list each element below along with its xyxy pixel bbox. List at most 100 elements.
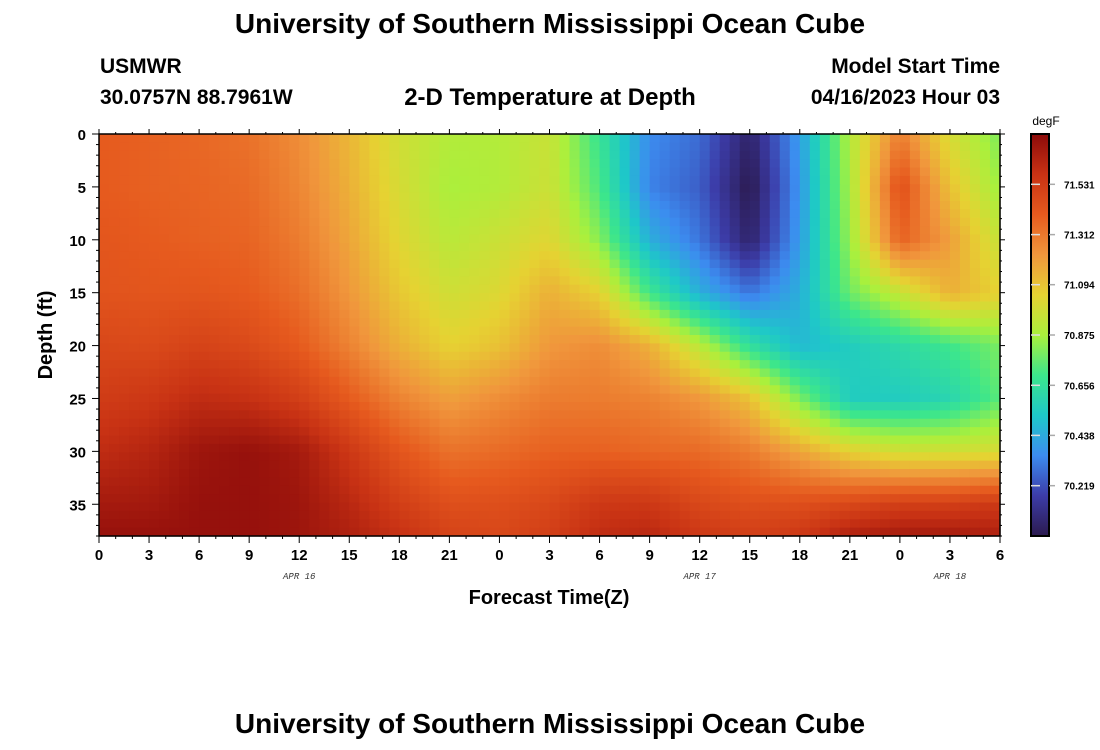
heatmap-cell [379, 175, 390, 185]
heatmap-cell [339, 251, 350, 261]
heatmap-cell [859, 494, 871, 504]
heatmap-cell [429, 460, 440, 470]
heatmap-cell [529, 134, 541, 143]
heatmap-cell [729, 351, 741, 361]
heatmap-cell [169, 418, 180, 428]
heatmap-cell [649, 410, 661, 420]
heatmap-cell [869, 150, 881, 160]
heatmap-cell [219, 418, 230, 428]
heatmap-cell [149, 301, 160, 311]
heatmap-cell [449, 351, 460, 361]
heatmap-cell [859, 510, 871, 520]
heatmap-cell [679, 527, 691, 537]
heatmap-cell [659, 519, 671, 529]
heatmap-cell [969, 201, 981, 210]
heatmap-cell [859, 234, 871, 244]
heatmap-cell [759, 301, 771, 311]
heatmap-cell [289, 259, 300, 269]
heatmap-cell [169, 469, 180, 478]
heatmap-cell [769, 167, 781, 177]
heatmap-cell [659, 477, 671, 487]
heatmap-cell [559, 343, 571, 353]
heatmap-cell [249, 527, 260, 537]
heatmap-cell [329, 326, 340, 336]
heatmap-cell [429, 301, 440, 311]
heatmap-cell [709, 477, 721, 487]
heatmap-cell [509, 418, 521, 428]
heatmap-cell [349, 226, 360, 236]
heatmap-cell [509, 251, 521, 261]
heatmap-cell [159, 393, 170, 403]
heatmap-cell [429, 159, 440, 169]
heatmap-cell [279, 368, 290, 378]
heatmap-cell [299, 284, 310, 294]
heatmap-cell [239, 402, 250, 411]
heatmap-cell [839, 368, 851, 378]
heatmap-cell [859, 368, 871, 378]
heatmap-cell [99, 485, 110, 495]
heatmap-cell [719, 452, 731, 462]
heatmap-cell [129, 435, 140, 445]
heatmap-cell [279, 268, 290, 277]
heatmap-cell [299, 301, 310, 311]
heatmap-cell [299, 343, 310, 353]
heatmap-cell [969, 477, 981, 487]
heatmap-cell [339, 234, 350, 244]
heatmap-cell [729, 309, 741, 319]
heatmap-cell [989, 226, 1001, 236]
heatmap-cell [959, 276, 971, 286]
heatmap-cell [179, 150, 190, 160]
heatmap-cell [659, 410, 671, 420]
heatmap-cell [589, 469, 601, 478]
heatmap-cell [929, 485, 941, 495]
heatmap-cell [299, 510, 310, 520]
heatmap-cell [869, 192, 881, 202]
heatmap-cell [469, 242, 481, 252]
heatmap-cell [399, 469, 410, 478]
heatmap-cell [409, 410, 420, 420]
heatmap-cell [669, 284, 681, 294]
heatmap-cell [829, 242, 841, 252]
heatmap-cell [169, 142, 180, 152]
heatmap-cell [659, 201, 671, 210]
heatmap-cell [939, 251, 951, 261]
heatmap-cell [749, 284, 761, 294]
heatmap-cell [159, 284, 170, 294]
heatmap-cell [409, 217, 420, 227]
heatmap-cell [689, 410, 701, 420]
heatmap-cell [969, 301, 981, 311]
heatmap-cell [499, 309, 511, 319]
heatmap-cell [659, 460, 671, 470]
heatmap-cell [859, 226, 871, 236]
heatmap-cell [409, 318, 420, 328]
heatmap-cell [619, 427, 631, 437]
heatmap-cell [509, 209, 521, 219]
heatmap-cell [249, 427, 260, 437]
heatmap-cell [329, 142, 340, 152]
heatmap-cell [219, 469, 230, 478]
heatmap-cell [839, 268, 851, 277]
heatmap-cell [459, 150, 471, 160]
heatmap-cell [179, 159, 190, 169]
heatmap-cell [849, 226, 861, 236]
heatmap-cell [239, 276, 250, 286]
heatmap-cell [669, 184, 681, 194]
heatmap-cell [179, 234, 190, 244]
heatmap-cell [879, 192, 891, 202]
heatmap-cell [99, 469, 110, 478]
heatmap-cell [769, 268, 781, 277]
heatmap-cell [639, 217, 651, 227]
heatmap-cell [459, 251, 471, 261]
heatmap-cell [419, 184, 430, 194]
heatmap-cell [159, 150, 170, 160]
heatmap-cell [749, 276, 761, 286]
heatmap-cell [99, 301, 110, 311]
heatmap-cell [449, 134, 460, 143]
heatmap-cell [369, 435, 380, 445]
heatmap-cell [499, 142, 511, 152]
heatmap-cell [649, 427, 661, 437]
heatmap-cell [749, 226, 761, 236]
heatmap-cell [669, 402, 681, 411]
heatmap-cell [799, 393, 811, 403]
heatmap-cell [459, 276, 471, 286]
